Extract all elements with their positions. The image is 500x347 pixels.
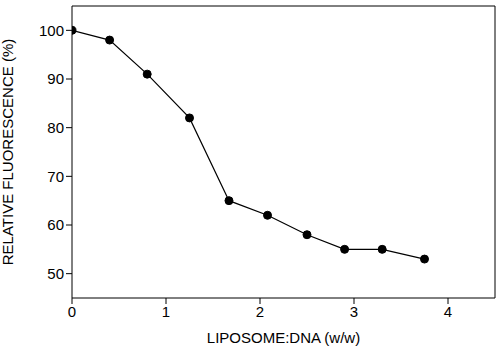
svg-text:0: 0: [68, 303, 76, 320]
svg-text:3: 3: [350, 303, 358, 320]
svg-text:RELATIVE FLUORESCENCE (%): RELATIVE FLUORESCENCE (%): [8, 39, 16, 265]
svg-text:70: 70: [47, 168, 64, 185]
svg-text:2: 2: [256, 303, 264, 320]
svg-text:50: 50: [47, 265, 64, 282]
svg-text:90: 90: [47, 70, 64, 87]
svg-text:LIPOSOME:DNA (w/w): LIPOSOME:DNA (w/w): [207, 329, 360, 346]
svg-text:80: 80: [47, 119, 64, 136]
svg-text:4: 4: [444, 303, 452, 320]
svg-text:60: 60: [47, 216, 64, 233]
svg-text:1: 1: [162, 303, 170, 320]
svg-text:100: 100: [39, 22, 64, 39]
